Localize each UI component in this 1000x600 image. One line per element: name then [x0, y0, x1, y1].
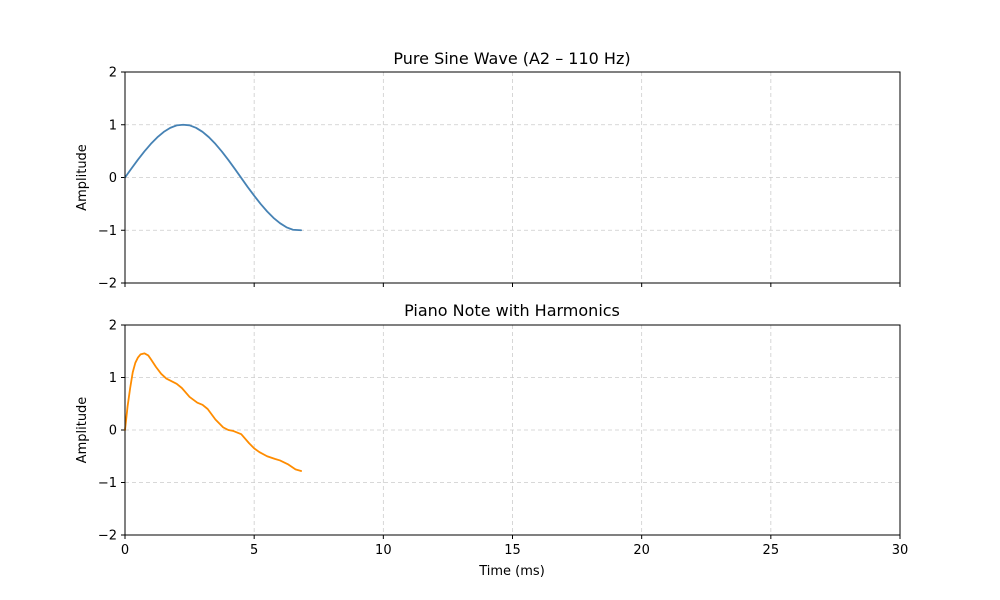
sine-wave-axes-frame	[124, 71, 901, 284]
piano-note-xtick-label: 25	[763, 543, 780, 558]
sine-wave-ylabel: Amplitude	[75, 144, 90, 211]
piano-note-xtick-label: 0	[121, 543, 129, 558]
piano-note-series	[124, 352, 303, 472]
sine-wave-yticks: −2 −1 0 1 2	[98, 66, 125, 292]
sine-wave-ytick-label: 2	[109, 66, 117, 81]
piano-note-xtick-label: 5	[250, 543, 258, 558]
sine-wave-ytick-label: 1	[109, 118, 117, 133]
piano-note-yticks: −2 −1 0 1 2	[98, 319, 125, 544]
sine-wave-title: Pure Sine Wave (A2 – 110 Hz)	[393, 49, 630, 68]
sine-wave-ytick-label: −1	[98, 224, 117, 239]
piano-note-ytick-label: −2	[98, 529, 117, 544]
piano-note-axes-frame	[124, 324, 901, 536]
piano-note-ytick-label: 1	[109, 371, 117, 386]
piano-note-ylabel: Amplitude	[75, 397, 90, 464]
piano-note-subplot: Piano Note with Harmonics Amplitude −2 −1…	[75, 301, 908, 579]
sine-wave-xticks	[124, 283, 901, 287]
piano-note-ytick-label: 0	[109, 424, 117, 439]
piano-note-ytick-label: 2	[109, 319, 117, 334]
sine-wave-ytick-label: −2	[98, 277, 117, 292]
sine-wave-series-line	[124, 123, 303, 232]
piano-note-ytick-label: −1	[98, 476, 117, 491]
sine-wave-ytick-label: 0	[109, 171, 117, 186]
piano-note-xlabel: Time (ms)	[478, 564, 545, 579]
piano-note-grid	[124, 324, 901, 536]
piano-note-title: Piano Note with Harmonics	[404, 301, 620, 320]
piano-note-xtick-label: 10	[375, 543, 392, 558]
piano-note-xtick-label: 30	[892, 543, 909, 558]
sine-wave-series	[124, 123, 303, 232]
piano-note-xtick-label: 20	[633, 543, 650, 558]
piano-note-series-line	[124, 352, 303, 472]
piano-note-xticks: 0 5 10 15 20 25 30	[121, 535, 908, 558]
sine-wave-subplot: Pure Sine Wave (A2 – 110 Hz) Amplitude −…	[75, 49, 901, 292]
piano-note-xtick-label: 15	[504, 543, 521, 558]
